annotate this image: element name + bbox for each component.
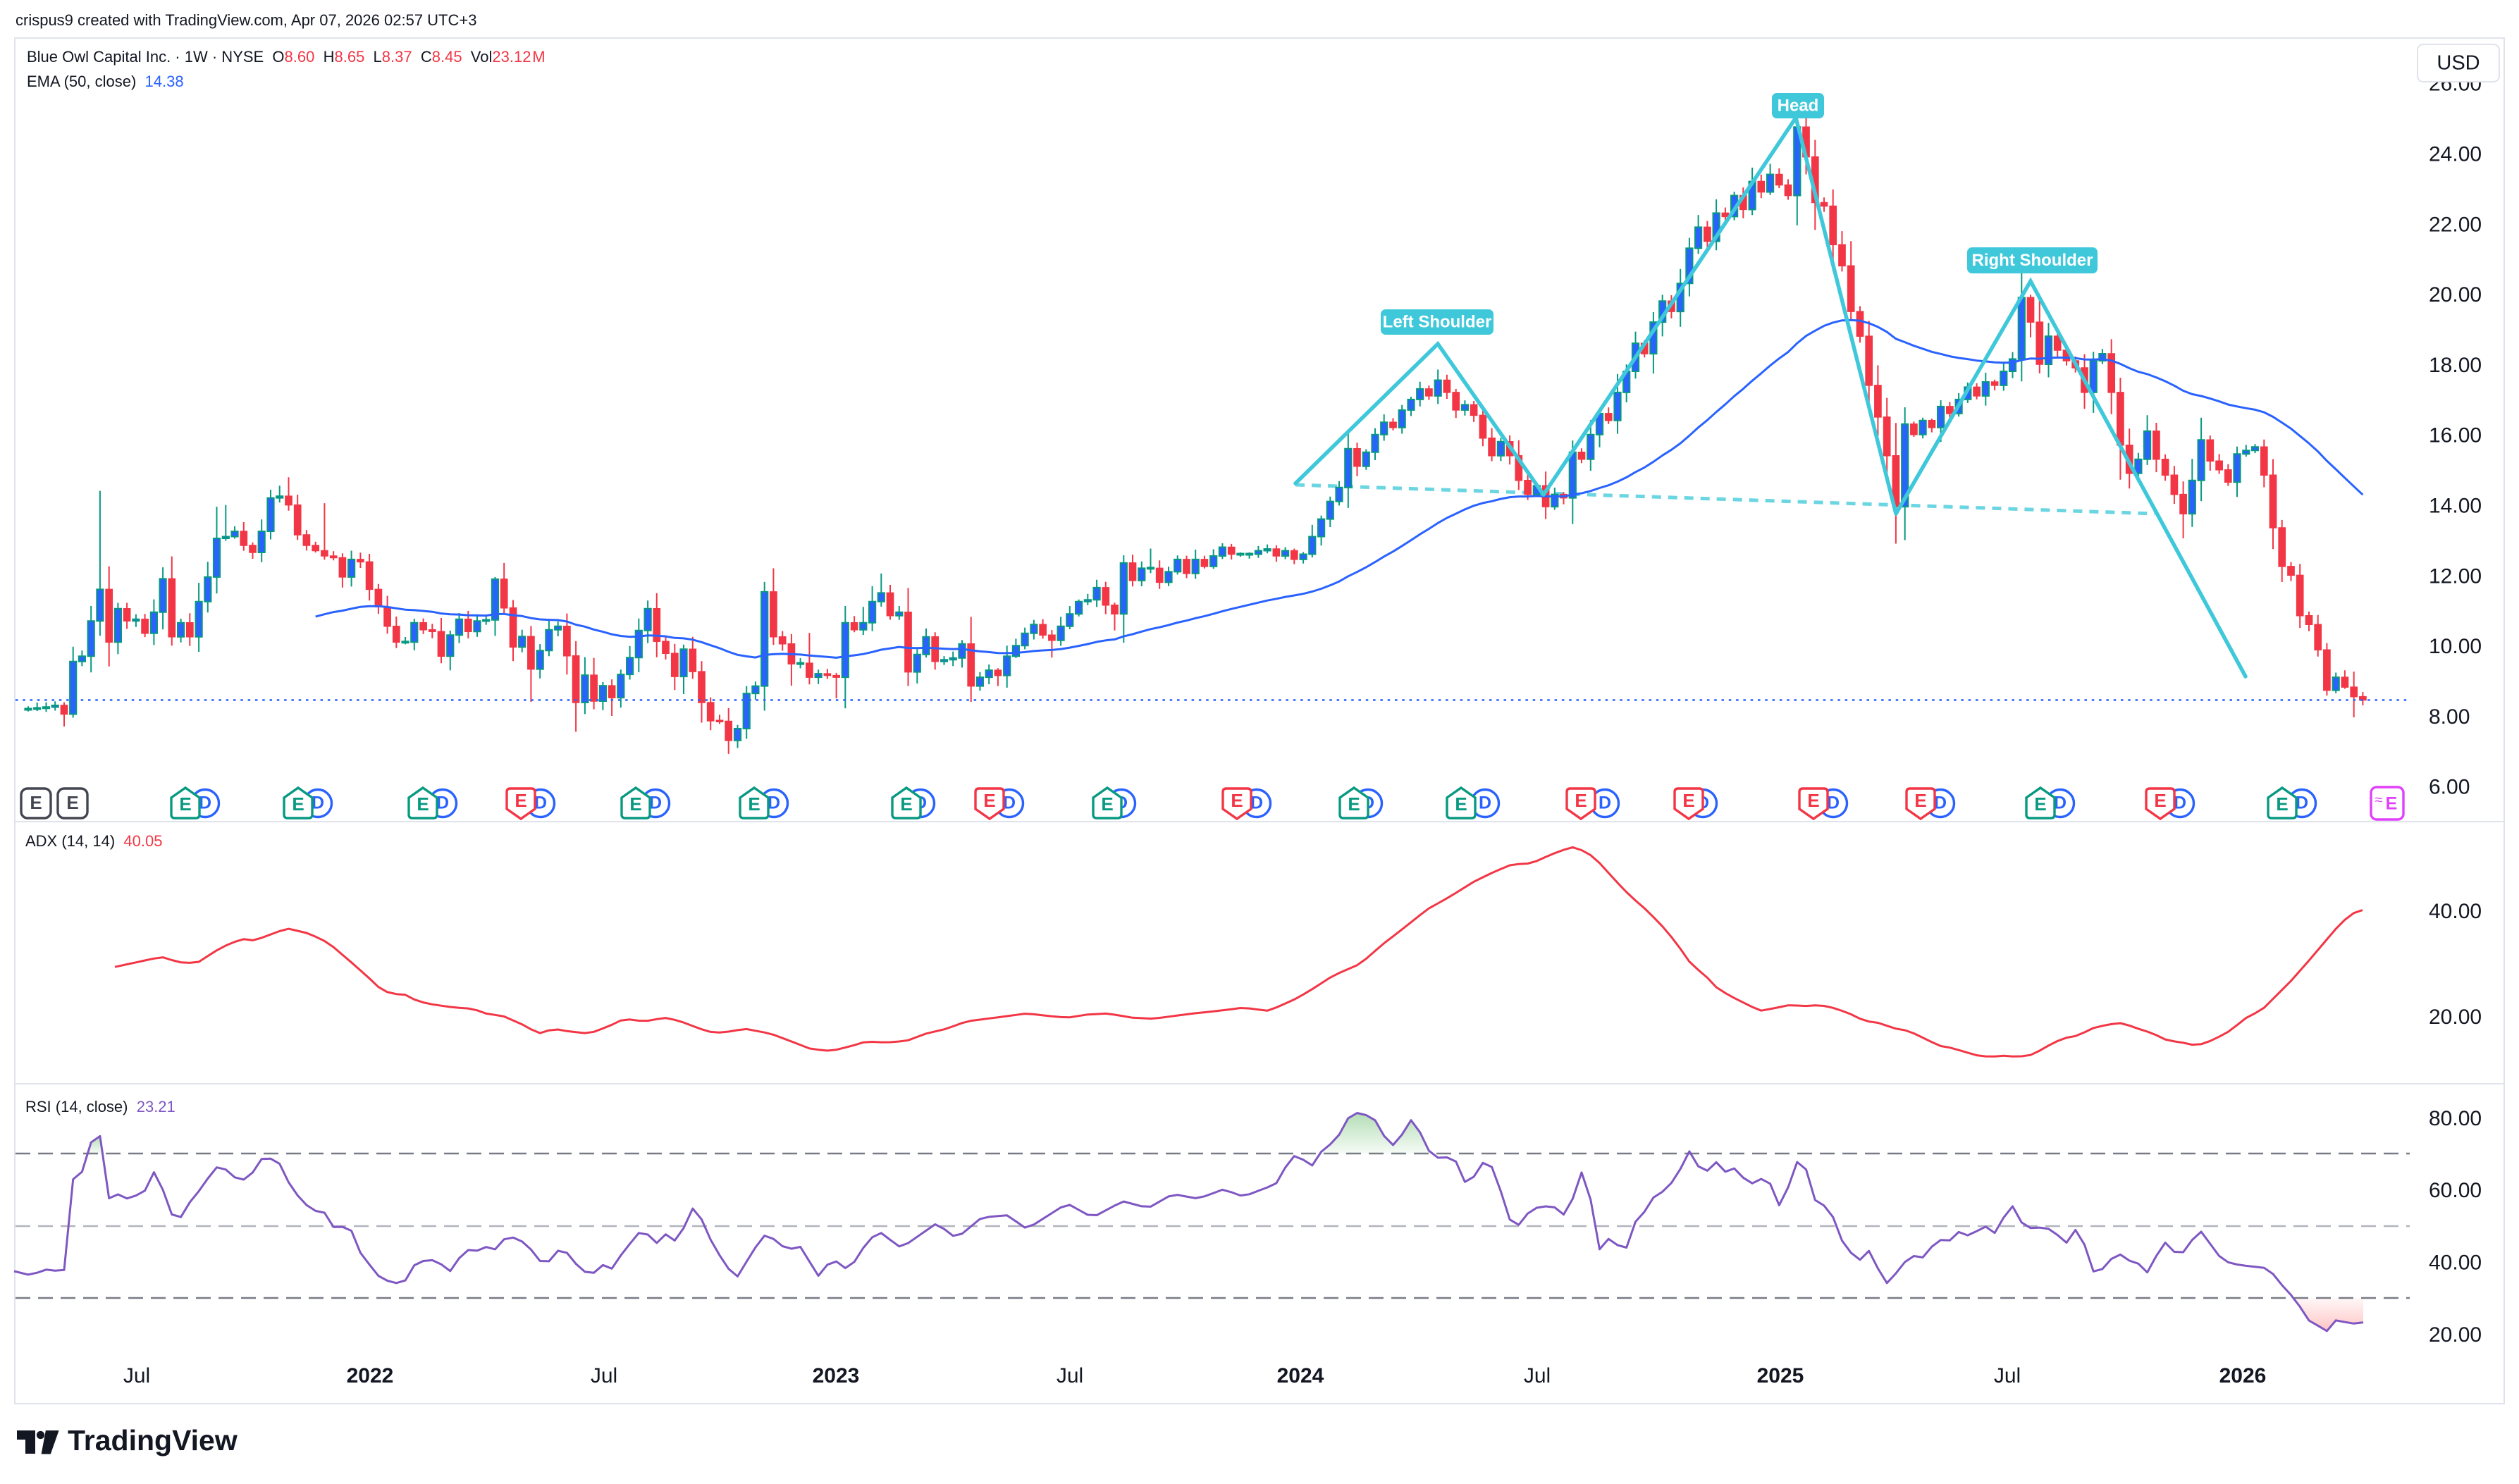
svg-text:D: D <box>199 793 211 813</box>
svg-text:22.00: 22.00 <box>2429 213 2482 236</box>
svg-text:2026: 2026 <box>2219 1364 2267 1387</box>
svg-text:12.00: 12.00 <box>2429 564 2482 588</box>
svg-text:Jul: Jul <box>591 1364 617 1387</box>
svg-text:D: D <box>1479 793 1491 813</box>
svg-text:E: E <box>1807 790 1819 811</box>
svg-text:E: E <box>1575 790 1587 811</box>
svg-text:D: D <box>649 793 662 813</box>
svg-text:E: E <box>1455 793 1467 815</box>
svg-text:E: E <box>2034 793 2046 815</box>
svg-text:D: D <box>1003 793 1016 813</box>
svg-text:Left Shoulder: Left Shoulder <box>1383 312 1492 331</box>
svg-text:Jul: Jul <box>1994 1364 2021 1387</box>
svg-text:D: D <box>1599 793 1611 813</box>
svg-text:E: E <box>1348 793 1360 815</box>
svg-text:E: E <box>292 793 304 815</box>
svg-text:Jul: Jul <box>1057 1364 1083 1387</box>
svg-text:E: E <box>2154 790 2166 811</box>
svg-text:Blue Owl Capital Inc. · 1W · N: Blue Owl Capital Inc. · 1W · NYSE O8.60 … <box>27 48 546 66</box>
svg-text:Jul: Jul <box>1524 1364 1551 1387</box>
svg-text:D: D <box>768 793 780 813</box>
svg-text:E: E <box>2386 794 2398 814</box>
svg-text:40.00: 40.00 <box>2429 1251 2482 1275</box>
svg-text:40.00: 40.00 <box>2429 900 2482 923</box>
svg-text:D: D <box>436 793 449 813</box>
svg-text:16.00: 16.00 <box>2429 424 2482 447</box>
svg-text:D: D <box>1250 793 1263 813</box>
svg-text:E: E <box>900 793 912 815</box>
svg-text:20.00: 20.00 <box>2429 1323 2482 1347</box>
svg-text:D: D <box>534 793 547 813</box>
svg-text:E: E <box>1101 793 1113 815</box>
svg-text:D: D <box>1934 793 1947 813</box>
svg-text:E: E <box>179 793 191 815</box>
svg-text:E: E <box>1682 790 1694 811</box>
svg-text:24.00: 24.00 <box>2429 143 2482 166</box>
svg-text:E: E <box>30 792 42 813</box>
svg-text:D: D <box>1827 793 1840 813</box>
svg-text:crispus9 created with TradingV: crispus9 created with TradingView.com, A… <box>16 11 476 29</box>
svg-text:6.00: 6.00 <box>2429 776 2470 799</box>
svg-text:10.00: 10.00 <box>2429 635 2482 658</box>
svg-text:2025: 2025 <box>1757 1364 1804 1387</box>
svg-text:8.00: 8.00 <box>2429 705 2470 729</box>
svg-text:E: E <box>417 793 429 815</box>
svg-text:D: D <box>2174 793 2186 813</box>
svg-text:E: E <box>66 792 78 813</box>
svg-text:Head: Head <box>1778 96 1819 115</box>
svg-text:14.00: 14.00 <box>2429 495 2482 518</box>
svg-text:E: E <box>2276 793 2288 815</box>
svg-text:D: D <box>2054 793 2067 813</box>
svg-text:E: E <box>1914 790 1926 811</box>
svg-text:2022: 2022 <box>347 1364 394 1387</box>
svg-text:E: E <box>1231 790 1243 811</box>
svg-text:E: E <box>983 790 995 811</box>
svg-text:60.00: 60.00 <box>2429 1179 2482 1202</box>
svg-text:2024: 2024 <box>1277 1364 1324 1387</box>
svg-text:Jul: Jul <box>123 1364 150 1387</box>
svg-text:20.00: 20.00 <box>2429 283 2482 307</box>
svg-text:USD: USD <box>2437 52 2480 75</box>
svg-text:E: E <box>515 790 526 811</box>
svg-text:D: D <box>312 793 324 813</box>
svg-text:2023: 2023 <box>813 1364 860 1387</box>
svg-text:20.00: 20.00 <box>2429 1006 2482 1029</box>
svg-text:E: E <box>748 793 760 815</box>
svg-text:≈: ≈ <box>2375 792 2383 808</box>
svg-text:TradingView: TradingView <box>68 1424 238 1457</box>
svg-text:Right Shoulder: Right Shoulder <box>1972 251 2093 270</box>
svg-text:D: D <box>2296 793 2308 813</box>
svg-text:80.00: 80.00 <box>2429 1107 2482 1130</box>
svg-text:EMA (50, close) 14.38: EMA (50, close) 14.38 <box>27 73 184 90</box>
svg-text:18.00: 18.00 <box>2429 354 2482 377</box>
svg-text:RSI (14, close) 23.21: RSI (14, close) 23.21 <box>25 1098 175 1115</box>
svg-text:ADX (14, 14) 40.05: ADX (14, 14) 40.05 <box>25 832 162 850</box>
svg-text:E: E <box>629 793 641 815</box>
